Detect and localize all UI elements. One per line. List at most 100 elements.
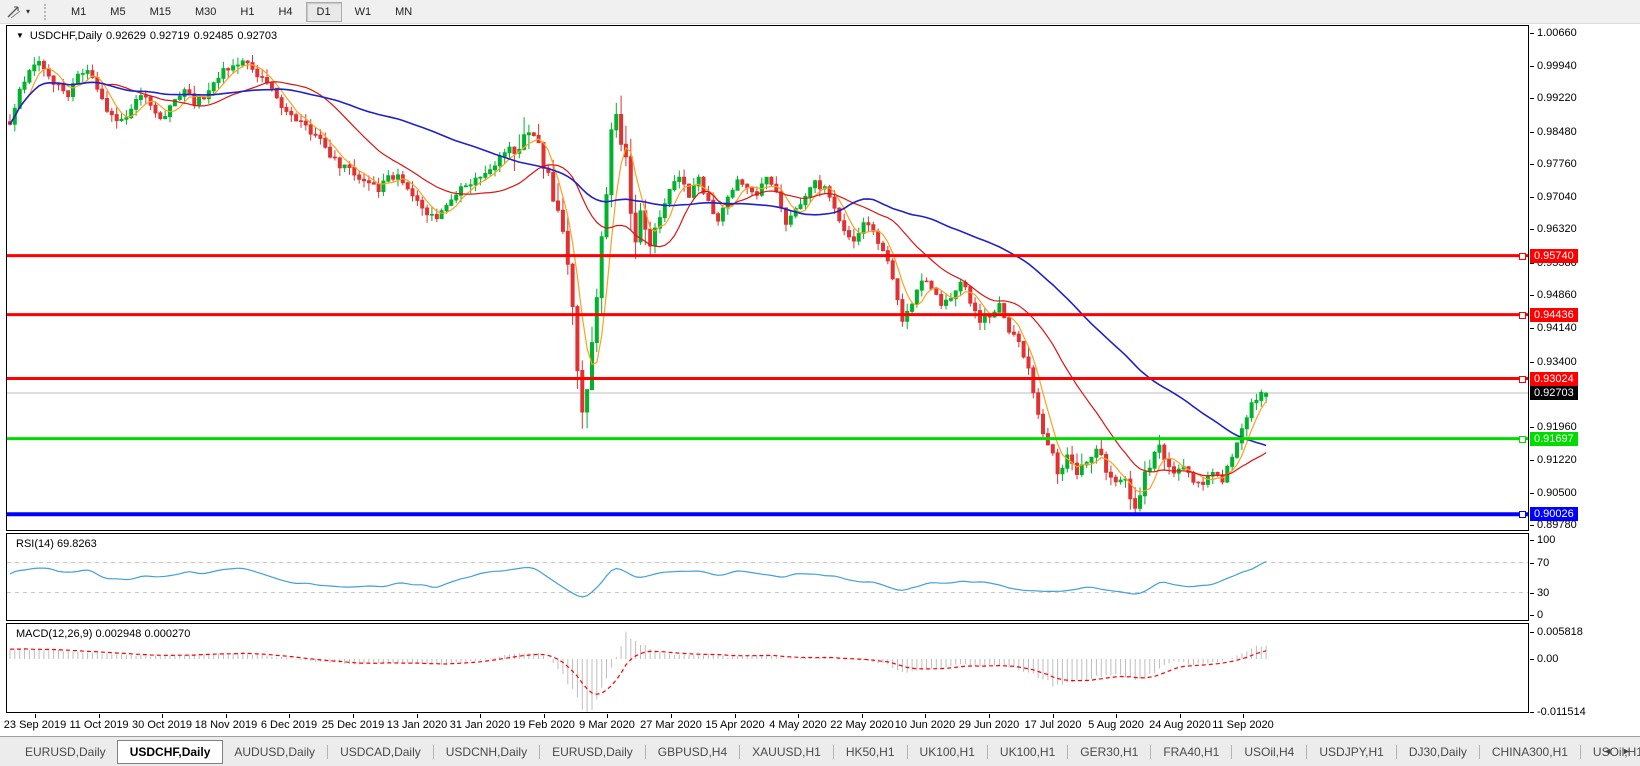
timeframe-button-w1[interactable]: W1 xyxy=(354,5,372,18)
hline-handle[interactable] xyxy=(1519,511,1526,519)
rsi-axis-label: 0 xyxy=(1537,609,1544,621)
chart-tab-gbpusd-h4[interactable]: GBPUSD,H4 xyxy=(657,744,728,759)
rsi-pane[interactable]: RSI(14) 69.8263 xyxy=(6,533,1529,621)
tab-separator xyxy=(986,744,988,759)
tool-dropdown-caret-icon[interactable]: ▾ xyxy=(26,7,31,16)
ma-line-21 xyxy=(9,81,1267,477)
rsi-axis-label: 70 xyxy=(1537,556,1550,569)
chart-tab-usdjpy-h1[interactable]: USDJPY,H1 xyxy=(1319,744,1384,759)
chart-tab-fra40-h1[interactable]: FRA40,H1 xyxy=(1163,744,1220,759)
axis-tick-mark xyxy=(1530,65,1534,67)
chart-tab-usdcad-daily[interactable]: USDCAD,Daily xyxy=(340,744,421,759)
chart-tab-china300-h1[interactable]: CHINA300,H1 xyxy=(1491,744,1568,759)
chart-tab-usoil-h1[interactable]: USOil,H1 xyxy=(1592,744,1640,759)
ma-line-55 xyxy=(9,81,1267,447)
price-tick-label: 0.96320 xyxy=(1537,223,1577,236)
date-label: 31 Jan 2020 xyxy=(449,719,511,731)
price-tick-label: 0.98480 xyxy=(1537,125,1577,138)
date-label: 10 Jun 2020 xyxy=(894,719,956,731)
chart-tab-usdchf-daily[interactable]: USDCHF,Daily xyxy=(116,739,224,764)
chart-tab-dj30-daily[interactable]: DJ30,Daily xyxy=(1408,744,1467,759)
chart-tab-usdcnh-daily[interactable]: USDCNH,Daily xyxy=(445,744,528,759)
macd-pane[interactable]: MACD(12,26,9) 0.002948 0.000270 xyxy=(6,623,1529,713)
tab-separator xyxy=(1150,744,1152,759)
axis-tick-mark xyxy=(1530,229,1534,231)
date-label: 13 Jan 2020 xyxy=(386,719,448,731)
timeframe-button-m30[interactable]: M30 xyxy=(194,5,217,18)
date-tick-mark xyxy=(607,714,608,718)
chart-tab-xauusd-h1[interactable]: XAUUSD,H1 xyxy=(752,744,821,759)
price-tick-label: 0.90500 xyxy=(1537,486,1577,499)
hline-handle[interactable] xyxy=(1519,311,1526,319)
hline-price-label: 0.93024 xyxy=(1530,371,1578,386)
date-tick-mark xyxy=(862,714,863,718)
chart-title: ▼ USDCHF,Daily 0.92629 0.92719 0.92485 0.9270… xyxy=(16,30,281,42)
timeframe-buttons: M1 M5 M15 M30 H1 H4 D1 W1 MN xyxy=(59,1,424,22)
date-label: 23 Sep 2019 xyxy=(3,719,67,731)
tab-scroll-right-icon[interactable]: ► xyxy=(1622,746,1631,756)
chart-menu-caret-icon[interactable]: ▼ xyxy=(16,31,24,40)
tab-scroll-buttons: ◄ ► xyxy=(1598,744,1636,758)
axis-tick-mark xyxy=(1530,361,1534,363)
date-tick-mark xyxy=(480,714,481,718)
rsi-name: RSI(14) xyxy=(16,538,54,550)
rsi-axis-label: 100 xyxy=(1537,534,1556,546)
cursor-tool-button[interactable]: ▾ xyxy=(6,5,30,19)
timeframe-button-m5[interactable]: M5 xyxy=(110,5,126,18)
date-label: 30 Oct 2019 xyxy=(132,719,192,731)
chart-tab-hk50-h1[interactable]: HK50,H1 xyxy=(845,744,895,759)
chart-tab-uk100-h1[interactable]: UK100,H1 xyxy=(999,744,1056,759)
macd-axis-label: 0.005818 xyxy=(1537,626,1583,639)
date-tick-mark xyxy=(925,714,926,718)
hline-handle[interactable] xyxy=(1519,252,1526,260)
tab-separator xyxy=(644,744,646,759)
tab-separator xyxy=(539,744,541,759)
hline-handle[interactable] xyxy=(1519,435,1526,443)
tab-separator xyxy=(327,744,329,759)
timeframe-button-h4[interactable]: H4 xyxy=(278,5,293,18)
timeframe-button-m1[interactable]: M1 xyxy=(71,5,87,18)
hline-handle[interactable] xyxy=(1519,375,1526,383)
chart-tab-audusd-daily[interactable]: AUDUSD,Daily xyxy=(234,744,316,759)
tab-scroll-left-icon[interactable]: ◄ xyxy=(1603,746,1613,756)
chart-tab-eurusd-daily[interactable]: EURUSD,Daily xyxy=(552,744,633,759)
axis-tick-mark xyxy=(1530,540,1534,541)
axis-tick-mark xyxy=(1530,460,1534,462)
macd-axis-label: 0.00 xyxy=(1537,653,1559,665)
chart-tab-uk100-h1[interactable]: UK100,H1 xyxy=(919,744,975,759)
date-axis[interactable]: 23 Sep 2019 11 Oct 2019 30 Oct 2019 18 Nov … xyxy=(3,714,1529,734)
main-chart-pane[interactable]: ▼ USDCHF,Daily 0.92629 0.92719 0.92485 0.9270… xyxy=(6,25,1529,531)
date-label: 27 Mar 2020 xyxy=(640,719,702,731)
ohlc-low: 0.92485 xyxy=(193,30,234,42)
rsi-value: 69.8263 xyxy=(56,538,97,550)
date-label: 22 May 2020 xyxy=(830,719,894,731)
date-tick-mark xyxy=(671,714,672,718)
chart-tab-ger30-h1[interactable]: GER30,H1 xyxy=(1080,744,1139,759)
date-tick-mark xyxy=(1053,714,1054,718)
date-label: 6 Dec 2019 xyxy=(260,719,318,731)
macd-histogram xyxy=(9,631,1267,712)
candles-up xyxy=(12,56,1269,512)
date-label: 11 Sep 2020 xyxy=(1212,719,1274,731)
date-label: 9 Mar 2020 xyxy=(579,719,635,731)
price-tick-label: 0.94140 xyxy=(1537,322,1577,335)
rsi-axis-label: 30 xyxy=(1537,586,1550,599)
rsi-canvas[interactable] xyxy=(7,534,1528,620)
chart-tab-usoil-h4[interactable]: USOil,H4 xyxy=(1244,744,1295,759)
main-chart-canvas[interactable] xyxy=(7,26,1528,530)
timeframe-button-h1[interactable]: H1 xyxy=(240,5,255,18)
chart-tab-eurusd-daily[interactable]: EURUSD,Daily xyxy=(25,744,106,759)
date-tick-mark xyxy=(35,714,36,718)
timeframe-button-mn[interactable]: MN xyxy=(395,5,413,18)
tab-separator xyxy=(1306,744,1308,759)
date-label: 29 Jun 2020 xyxy=(958,719,1020,731)
axis-tick-mark xyxy=(1530,426,1534,428)
date-tick-mark xyxy=(289,714,290,718)
macd-main-value: 0.002948 xyxy=(95,628,142,640)
axis-tick-mark xyxy=(1530,525,1534,527)
hline-price-label: 0.90026 xyxy=(1530,507,1578,522)
macd-canvas[interactable] xyxy=(7,624,1528,712)
timeframe-button-d1[interactable]: D1 xyxy=(305,1,342,22)
price-axis[interactable]: 1.00660 0.99940 0.99220 0.98480 0.97760 0.970… xyxy=(1529,25,1640,718)
timeframe-button-m15[interactable]: M15 xyxy=(149,5,171,18)
